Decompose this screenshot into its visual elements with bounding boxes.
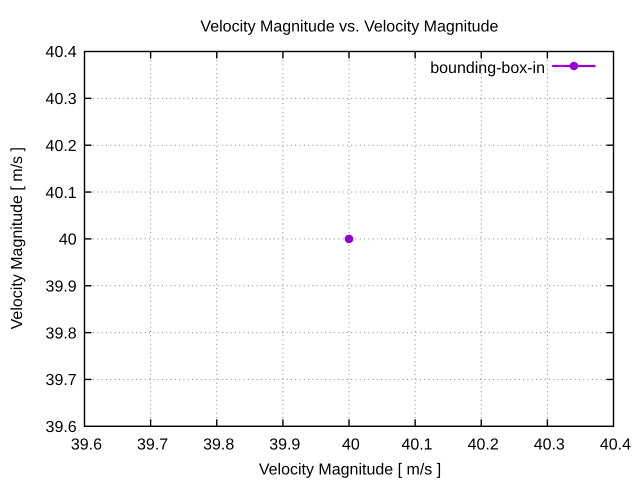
- svg-text:40.2: 40.2: [468, 437, 499, 454]
- svg-text:39.9: 39.9: [269, 437, 300, 454]
- svg-text:39.6: 39.6: [71, 437, 102, 454]
- svg-text:Velocity Magnitude [ m/s ]: Velocity Magnitude [ m/s ]: [9, 147, 26, 329]
- svg-text:39.9: 39.9: [46, 278, 77, 295]
- svg-text:40: 40: [59, 232, 77, 249]
- svg-text:40.3: 40.3: [46, 91, 77, 108]
- svg-text:40.3: 40.3: [534, 437, 565, 454]
- svg-text:40.1: 40.1: [401, 437, 432, 454]
- svg-text:Velocity Magnitude vs. Velocit: Velocity Magnitude vs. Velocity Magnitud…: [200, 18, 498, 35]
- svg-text:39.7: 39.7: [137, 437, 168, 454]
- svg-text:40.2: 40.2: [46, 138, 77, 155]
- svg-text:Velocity Magnitude [ m/s ]: Velocity Magnitude [ m/s ]: [259, 462, 441, 479]
- svg-text:bounding-box-in: bounding-box-in: [430, 60, 545, 77]
- svg-text:40.1: 40.1: [46, 185, 77, 202]
- svg-text:40.4: 40.4: [46, 44, 77, 61]
- svg-text:40.4: 40.4: [600, 437, 631, 454]
- svg-text:39.6: 39.6: [46, 419, 77, 436]
- svg-text:39.7: 39.7: [46, 372, 77, 389]
- svg-text:39.8: 39.8: [203, 437, 234, 454]
- svg-text:39.8: 39.8: [46, 325, 77, 342]
- svg-text:40: 40: [342, 437, 360, 454]
